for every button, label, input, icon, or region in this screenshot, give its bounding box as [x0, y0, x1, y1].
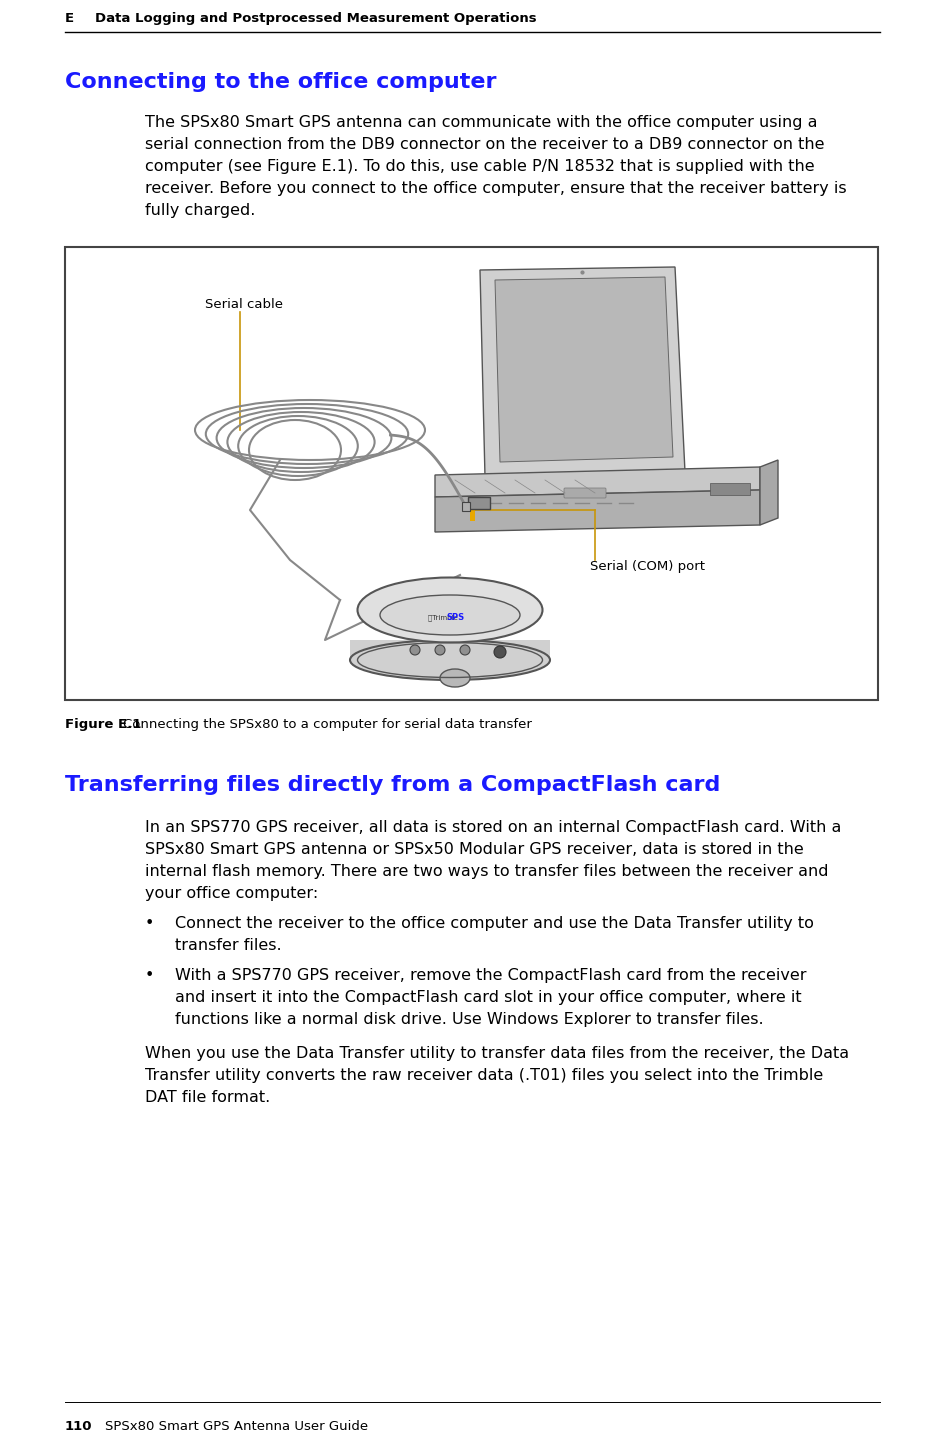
Ellipse shape: [380, 595, 520, 635]
Circle shape: [410, 645, 420, 655]
Bar: [462, 502, 470, 511]
Text: SPSx80 Smart GPS antenna or SPSx50 Modular GPS receiver, data is stored in the: SPSx80 Smart GPS antenna or SPSx50 Modul…: [145, 841, 804, 857]
Ellipse shape: [440, 670, 470, 687]
Text: serial connection from the DB9 connector on the receiver to a DB9 connector on t: serial connection from the DB9 connector…: [145, 137, 825, 152]
Circle shape: [435, 645, 445, 655]
Text: receiver. Before you connect to the office computer, ensure that the receiver ba: receiver. Before you connect to the offi…: [145, 180, 846, 196]
Polygon shape: [760, 459, 778, 525]
Ellipse shape: [350, 640, 550, 680]
Text: Transfer utility converts the raw receiver data (.T01) files you select into the: Transfer utility converts the raw receiv…: [145, 1068, 823, 1083]
Polygon shape: [495, 278, 673, 462]
Text: SPS: SPS: [446, 614, 464, 622]
Bar: [710, 484, 750, 495]
Polygon shape: [480, 268, 685, 477]
Text: Serial (COM) port: Serial (COM) port: [590, 560, 705, 572]
Text: Serial cable: Serial cable: [205, 298, 283, 311]
Text: your office computer:: your office computer:: [145, 886, 318, 902]
Text: •: •: [145, 967, 154, 983]
Text: •: •: [145, 916, 154, 932]
Bar: [470, 501, 475, 521]
Text: E: E: [65, 11, 74, 24]
Text: With a SPS770 GPS receiver, remove the CompactFlash card from the receiver: With a SPS770 GPS receiver, remove the C…: [175, 967, 806, 983]
Text: SPSx80 Smart GPS Antenna User Guide: SPSx80 Smart GPS Antenna User Guide: [105, 1420, 368, 1431]
Text: Transferring files directly from a CompactFlash card: Transferring files directly from a Compa…: [65, 776, 721, 796]
Text: Figure E.1: Figure E.1: [65, 718, 141, 731]
Text: fully charged.: fully charged.: [145, 203, 256, 218]
Text: ⓉTrimble: ⓉTrimble: [428, 615, 462, 621]
Text: Connecting the SPSx80 to a computer for serial data transfer: Connecting the SPSx80 to a computer for …: [123, 718, 532, 731]
Text: Connecting to the office computer: Connecting to the office computer: [65, 72, 497, 92]
Text: Data Logging and Postprocessed Measurement Operations: Data Logging and Postprocessed Measureme…: [95, 11, 537, 24]
Text: 110: 110: [65, 1420, 92, 1431]
Circle shape: [494, 645, 506, 658]
FancyBboxPatch shape: [564, 488, 606, 498]
Bar: [468, 497, 490, 509]
Polygon shape: [350, 640, 550, 660]
Bar: [65, 248, 878, 700]
Circle shape: [460, 645, 470, 655]
Text: Connect the receiver to the office computer and use the Data Transfer utility to: Connect the receiver to the office compu…: [175, 916, 814, 932]
Polygon shape: [435, 489, 760, 532]
Text: When you use the Data Transfer utility to transfer data files from the receiver,: When you use the Data Transfer utility t…: [145, 1046, 849, 1060]
Text: computer (see Figure E.1). To do this, use cable P/N 18532 that is supplied with: computer (see Figure E.1). To do this, u…: [145, 159, 815, 175]
Text: The SPSx80 Smart GPS antenna can communicate with the office computer using a: The SPSx80 Smart GPS antenna can communi…: [145, 114, 817, 130]
Polygon shape: [435, 467, 760, 497]
Text: In an SPS770 GPS receiver, all data is stored on an internal CompactFlash card. : In an SPS770 GPS receiver, all data is s…: [145, 820, 842, 836]
Text: functions like a normal disk drive. Use Windows Explorer to transfer files.: functions like a normal disk drive. Use …: [175, 1012, 764, 1027]
Text: DAT file format.: DAT file format.: [145, 1090, 271, 1105]
Text: and insert it into the CompactFlash card slot in your office computer, where it: and insert it into the CompactFlash card…: [175, 990, 802, 1005]
Text: internal flash memory. There are two ways to transfer files between the receiver: internal flash memory. There are two way…: [145, 864, 829, 879]
Text: transfer files.: transfer files.: [175, 937, 282, 953]
Ellipse shape: [357, 578, 542, 643]
